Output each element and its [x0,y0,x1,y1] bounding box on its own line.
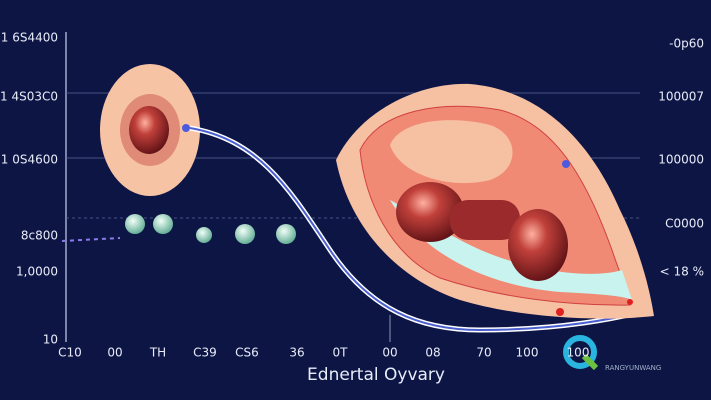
right-label: < 18 % [660,265,704,279]
bottom-label: 00 [107,346,122,360]
egg-bridge [450,200,520,240]
bottom-label: 100 [516,346,539,360]
right-label: 100007 [658,90,704,104]
fluid [390,200,632,300]
egg [396,182,464,242]
left-label: 1 0S4600 [1,153,58,167]
bead [196,227,212,243]
bottom-label: C39 [193,346,217,360]
caption: Ednertal Oyvary [307,365,445,385]
left-label: 10 [43,333,58,347]
bottom-label: CS6 [235,346,259,360]
logo [563,335,597,369]
egg [508,209,568,281]
follicle-core [129,106,169,154]
bottom-label: 00 [382,346,397,360]
right-label: -0p60 [669,37,704,51]
left-label: 1,0000 [16,265,58,279]
right-label: C0000 [665,217,704,231]
bottom-label: 70 [476,346,491,360]
watermark: RANGYUNWANG [605,364,661,372]
dot [556,308,564,316]
bead [125,214,145,234]
dot [182,124,190,132]
left-label: 8c800 [21,229,58,243]
cavity [390,120,513,184]
tube-inner [189,127,649,332]
bottom-label: TH [149,346,166,360]
logo-tail [581,353,599,371]
dot [562,160,570,168]
bottom-label: 0T [333,346,349,360]
bottom-label: C10 [58,346,82,360]
dot [627,299,633,305]
bead [153,214,173,234]
bottom-label: 100 [567,346,590,360]
right-label: 100000 [658,153,704,167]
bottom-label: 08 [425,346,440,360]
bottom-label: 36 [289,346,304,360]
bead [235,224,255,244]
dots-line [61,237,121,242]
left-label: 1 4S03C0 [0,90,58,104]
left-label: 1 6S4400 [1,31,58,45]
bead [276,224,296,244]
